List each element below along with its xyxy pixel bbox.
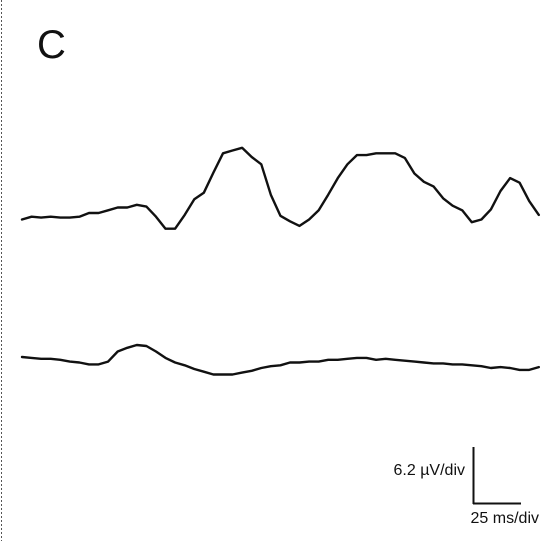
scale-bar: 6.2 µV/div 25 ms/div	[394, 447, 539, 527]
panel-label: C	[37, 23, 66, 67]
scale-bar-time-label: 25 ms/div	[471, 510, 539, 527]
trace-lower	[20, 343, 540, 376]
scale-bar-amplitude-label: 6.2 µV/div	[394, 462, 465, 479]
trace-upper	[20, 146, 540, 230]
trace-group	[20, 146, 540, 376]
